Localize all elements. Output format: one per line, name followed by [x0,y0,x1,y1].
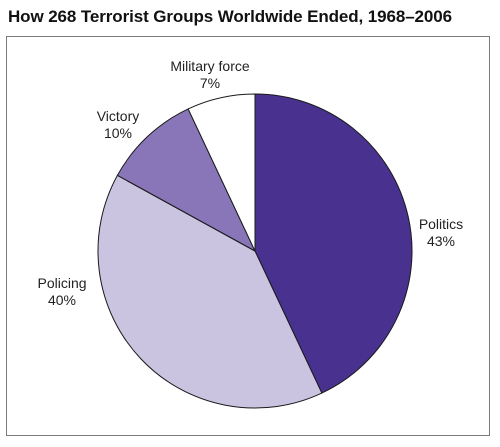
chart-title: How 268 Terrorist Groups Worldwide Ended… [8,7,452,26]
slice-value-policing: 40% [48,292,76,308]
pie-slice-politics [254,93,413,394]
slice-value-politics: 43% [427,233,455,249]
slice-label-military-force: Military force [170,58,250,74]
slice-value-military-force: 7% [200,75,220,91]
pie-slice-victory [116,108,257,253]
pie-slice-policing [97,174,323,409]
slice-label-policing: Policing [37,275,86,291]
slice-label-politics: Politics [419,216,463,232]
pie-slice-military-force [187,93,256,252]
slice-label-victory: Victory [97,108,140,124]
slice-value-victory: 10% [104,125,132,141]
